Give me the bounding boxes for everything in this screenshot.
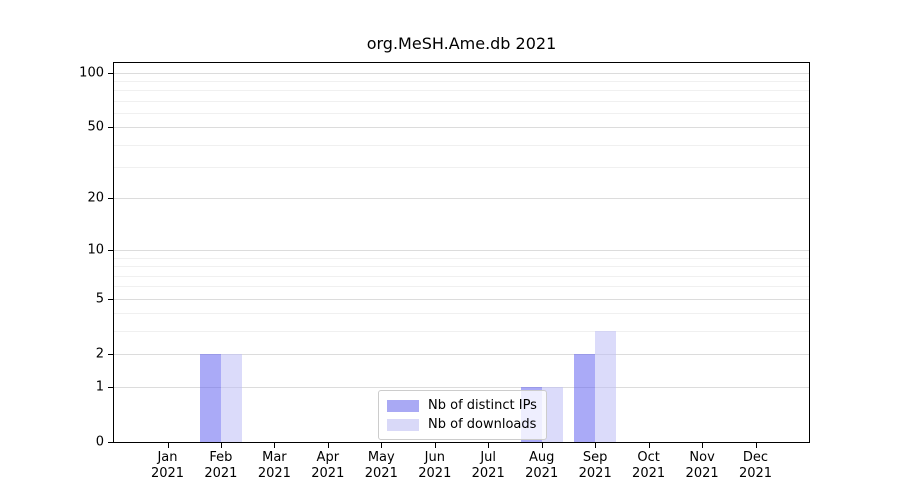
y-tick-mark-50 [108,127,113,129]
y-tick-label-5: 5 [95,291,104,307]
legend-label-downloads: Nb of downloads [428,417,537,432]
y-tick-label-2: 2 [95,346,104,362]
gridline-minor-80 [114,90,809,92]
gridline-minor-70 [114,100,809,102]
x-tick-mark-may [381,443,383,448]
bar-ips-sep [574,354,596,442]
gridline-major-5 [114,298,809,300]
y-tick-mark-10 [108,250,113,252]
x-tick-label-oct: Oct 2021 [632,450,666,481]
x-tick-label-aug: Aug 2021 [525,450,559,481]
y-tick-label-100: 100 [79,65,104,81]
gridline-minor-3 [114,331,809,333]
legend-swatch-distinct-ips [387,399,419,412]
gridline-minor-40 [114,144,809,146]
gridline-major-2 [114,354,809,356]
gridline-major-10 [114,250,809,252]
gridline-minor-8 [114,266,809,268]
y-tick-label-20: 20 [87,190,104,206]
chart-title: org.MeSH.Ame.db 2021 [366,34,557,53]
x-tick-label-mar: Mar 2021 [257,450,291,481]
x-tick-mark-apr [327,443,329,448]
gridline-major-50 [114,127,809,129]
x-tick-label-jun: Jun 2021 [418,450,452,481]
gridline-minor-9 [114,257,809,259]
y-tick-mark-0 [108,442,113,443]
x-tick-mark-aug [541,443,543,448]
gridline-major-1 [114,386,809,388]
x-tick-mark-jul [488,443,490,448]
y-tick-mark-5 [108,298,113,300]
bar-downloads-sep [595,331,617,442]
legend: Nb of distinct IPs Nb of downloads [378,390,547,440]
x-tick-label-feb: Feb 2021 [204,450,238,481]
y-tick-label-0: 0 [95,434,104,450]
y-tick-mark-20 [108,198,113,200]
x-tick-mark-jan [167,443,169,448]
gridline-minor-6 [114,286,809,288]
gridline-minor-7 [114,275,809,277]
x-tick-mark-sep [595,443,597,448]
x-tick-mark-dec [755,443,757,448]
x-tick-label-dec: Dec 2021 [738,450,773,481]
legend-swatch-downloads [387,418,419,431]
x-tick-mark-oct [648,443,650,448]
x-tick-label-may: May 2021 [364,450,398,481]
x-tick-mark-mar [274,443,276,448]
gridline-major-20 [114,198,809,200]
y-tick-mark-1 [108,386,113,388]
bar-downloads-feb [220,354,242,442]
y-tick-mark-2 [108,354,113,356]
y-tick-label-50: 50 [87,119,104,135]
y-tick-label-1: 1 [95,379,104,394]
legend-entry-downloads: Nb of downloads [387,415,537,434]
y-tick-label-10: 10 [87,242,104,258]
gridline-minor-4 [114,313,809,315]
x-tick-mark-jun [434,443,436,448]
bar-ips-feb [199,354,221,442]
x-tick-label-apr: Apr 2021 [311,450,345,481]
x-tick-label-jul: Jul 2021 [471,450,505,481]
gridline-minor-90 [114,81,809,82]
legend-label-distinct-ips: Nb of distinct IPs [428,398,537,413]
y-tick-mark-100 [108,72,113,74]
x-tick-label-sep: Sep 2021 [578,450,612,481]
gridline-minor-60 [114,113,809,114]
gridline-major-100 [114,72,809,74]
x-tick-mark-feb [220,443,222,448]
gridline-minor-30 [114,167,809,169]
x-tick-label-nov: Nov 2021 [685,450,719,481]
legend-entry-distinct-ips: Nb of distinct IPs [387,396,537,415]
plot-area [113,62,810,443]
x-tick-mark-nov [702,443,704,448]
x-tick-label-jan: Jan 2021 [150,450,185,481]
